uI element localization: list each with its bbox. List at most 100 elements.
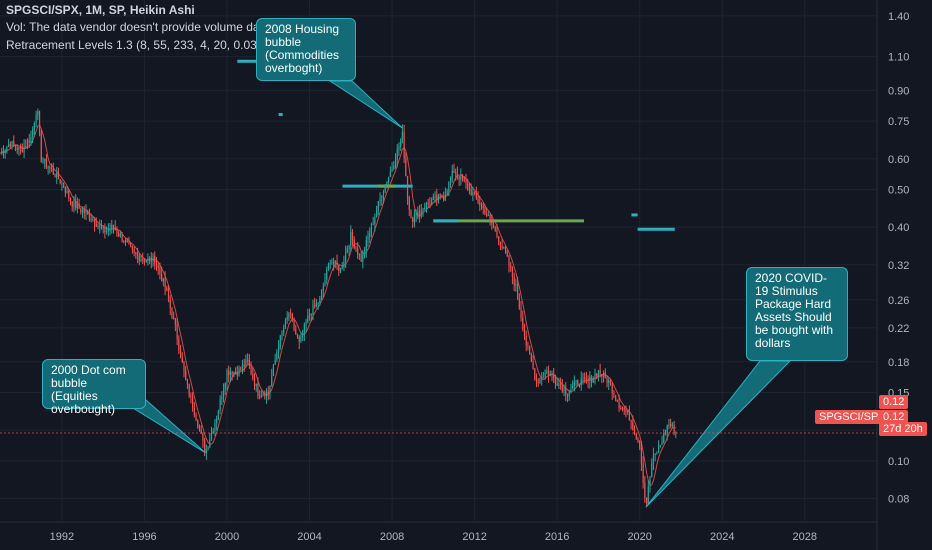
candle-body xyxy=(257,384,259,397)
candle-body xyxy=(59,179,61,184)
candle-body xyxy=(147,258,149,261)
candle-body xyxy=(78,204,80,209)
candle-body xyxy=(546,370,548,373)
candle-body xyxy=(461,175,464,180)
candle-body xyxy=(92,219,94,221)
candle-body xyxy=(417,212,419,218)
x-tick-label: 2012 xyxy=(462,531,486,543)
candle-body xyxy=(621,408,624,410)
candle-body xyxy=(217,410,219,419)
candle-body xyxy=(7,144,10,147)
candle-body xyxy=(515,283,517,286)
callout-2000-dotcom-bubble[interactable]: 2000 Dot com bubble (Equities overbought… xyxy=(42,359,146,416)
candle-body xyxy=(589,376,591,382)
candle-body xyxy=(293,320,295,330)
candle-body xyxy=(305,322,307,325)
candle-body xyxy=(2,150,5,153)
symbol-title[interactable]: SPGSCI/SPX, 1M, SP, Heikin Ashi xyxy=(6,3,195,17)
candle-body xyxy=(532,361,534,369)
candle-body xyxy=(608,380,610,383)
candle-body xyxy=(174,318,177,325)
candle-body xyxy=(582,377,584,379)
candle-body xyxy=(200,429,202,434)
candle-body xyxy=(4,150,6,153)
x-tick-label: 2016 xyxy=(545,531,569,543)
candle-body xyxy=(410,210,412,219)
candle-body xyxy=(186,380,189,385)
candle-body xyxy=(179,349,182,358)
retracement-indicator-label[interactable]: Retracement Levels 1.3 (8, 55, 233, 4, 2… xyxy=(6,38,281,52)
candle-body xyxy=(66,190,68,193)
candle-body xyxy=(219,399,221,411)
candle-body xyxy=(341,267,343,269)
y-tick-label: 0.22 xyxy=(888,323,909,335)
candle-body xyxy=(124,240,127,243)
candle-body xyxy=(400,140,402,147)
callout-2020-text: 2020 COVID-19 Stimulus Package Hard Asse… xyxy=(755,271,834,350)
candle-body xyxy=(541,378,543,380)
candle-body xyxy=(106,230,108,233)
y-tick-label: 0.40 xyxy=(888,222,909,234)
candle-body xyxy=(501,245,503,248)
candle-body xyxy=(468,188,471,190)
candle-body xyxy=(296,333,299,338)
candle-body xyxy=(580,378,582,386)
callout-2008-housing-bubble[interactable]: 2008 Housing bubble (Commodities overbog… xyxy=(256,18,356,81)
candle-body xyxy=(16,147,18,150)
candle-body xyxy=(322,286,324,291)
candle-body xyxy=(42,161,44,163)
candle-body xyxy=(513,276,515,286)
candle-body xyxy=(449,178,452,182)
candle-body xyxy=(637,438,639,442)
candle-body xyxy=(202,433,204,441)
candle-body xyxy=(69,197,72,202)
candle-body xyxy=(628,410,630,421)
candle-body xyxy=(432,196,434,201)
candle-body xyxy=(13,140,15,145)
candle-body xyxy=(630,420,632,423)
time-axis[interactable]: 1992 1996 2000 2004 2008 2012 2016 2020 2024 2028 xyxy=(50,531,817,543)
candle-body xyxy=(195,414,197,421)
candle-body xyxy=(198,427,201,430)
candle-body xyxy=(83,210,85,214)
candle-body xyxy=(398,146,400,150)
candle-body xyxy=(568,392,570,396)
candle-body xyxy=(149,257,151,259)
x-tick-label: 2020 xyxy=(627,531,651,543)
candle-body xyxy=(21,149,23,152)
candle-body xyxy=(578,384,581,386)
candle-body xyxy=(248,359,250,366)
price-axis[interactable]: 1.40 1.10 0.90 0.75 0.60 0.50 0.40 0.32 0.26 0.22… xyxy=(888,11,909,506)
candle-body xyxy=(133,249,135,253)
candle-body xyxy=(572,385,574,390)
candle-body xyxy=(597,370,600,377)
candle-body xyxy=(394,160,397,167)
candle-body xyxy=(645,497,648,504)
callout-2020-covid[interactable]: 2020 COVID-19 Stimulus Package Hard Asse… xyxy=(746,267,848,361)
candle-body xyxy=(6,146,8,151)
candle-body xyxy=(286,316,288,321)
candle-body xyxy=(467,183,469,190)
candle-body xyxy=(529,346,531,354)
candle-body xyxy=(542,376,544,379)
candle-body xyxy=(633,429,636,434)
candle-body xyxy=(375,210,378,218)
symbol-title-text: SPGSCI/SPX, 1M, SP, Heikin Ashi xyxy=(6,3,195,17)
candle-body xyxy=(188,384,190,396)
candle-body xyxy=(111,224,113,230)
candle-body xyxy=(391,168,393,172)
candle-body xyxy=(283,328,285,333)
candle-body xyxy=(523,328,526,336)
candle-body xyxy=(183,361,185,372)
candle-body xyxy=(145,260,147,262)
candle-body xyxy=(142,259,144,261)
candle-body xyxy=(136,254,139,256)
ma-line xyxy=(0,123,676,486)
candle-body xyxy=(651,463,653,477)
candle-body xyxy=(616,399,618,402)
callout-2008-text: 2008 Housing bubble (Commodities overbog… xyxy=(265,22,340,75)
candle-body xyxy=(234,371,237,373)
candle-body xyxy=(30,137,32,143)
candle-body xyxy=(510,265,512,268)
